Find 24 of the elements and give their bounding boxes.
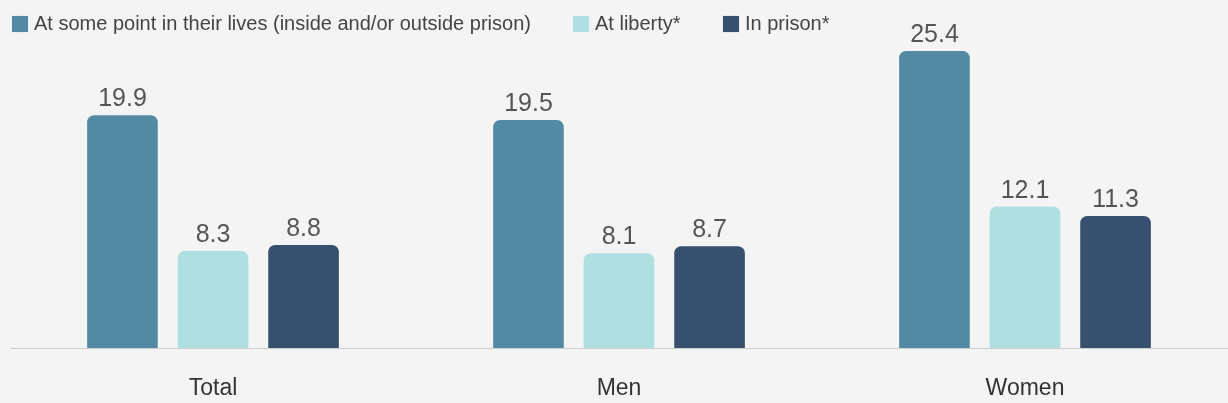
bar xyxy=(177,250,249,348)
data-label: 11.3 xyxy=(1092,183,1139,212)
data-label: 8.7 xyxy=(692,214,727,243)
bar xyxy=(268,245,339,348)
legend-label: At some point in their lives (inside and/or outside prison) xyxy=(34,12,531,34)
data-label: 25.4 xyxy=(910,19,959,48)
data-label: 12.1 xyxy=(1000,174,1050,203)
x-tick-label: Men xyxy=(596,373,642,400)
bar xyxy=(87,115,158,348)
data-label: 8.8 xyxy=(286,213,321,242)
bar xyxy=(493,120,564,348)
bar xyxy=(899,51,970,348)
x-tick-label: Women xyxy=(985,373,1065,400)
bar xyxy=(989,206,1061,348)
legend-label: At liberty* xyxy=(595,12,681,34)
data-label: 8.1 xyxy=(601,221,637,250)
data-label: 8.3 xyxy=(195,218,231,247)
bar xyxy=(674,246,745,348)
bar xyxy=(1080,215,1151,348)
legend-label: In prison* xyxy=(745,12,830,34)
data-label: 19.5 xyxy=(504,88,553,116)
data-label: 19.9 xyxy=(98,83,147,112)
bar xyxy=(583,253,655,348)
x-tick-label: Total xyxy=(188,373,238,400)
